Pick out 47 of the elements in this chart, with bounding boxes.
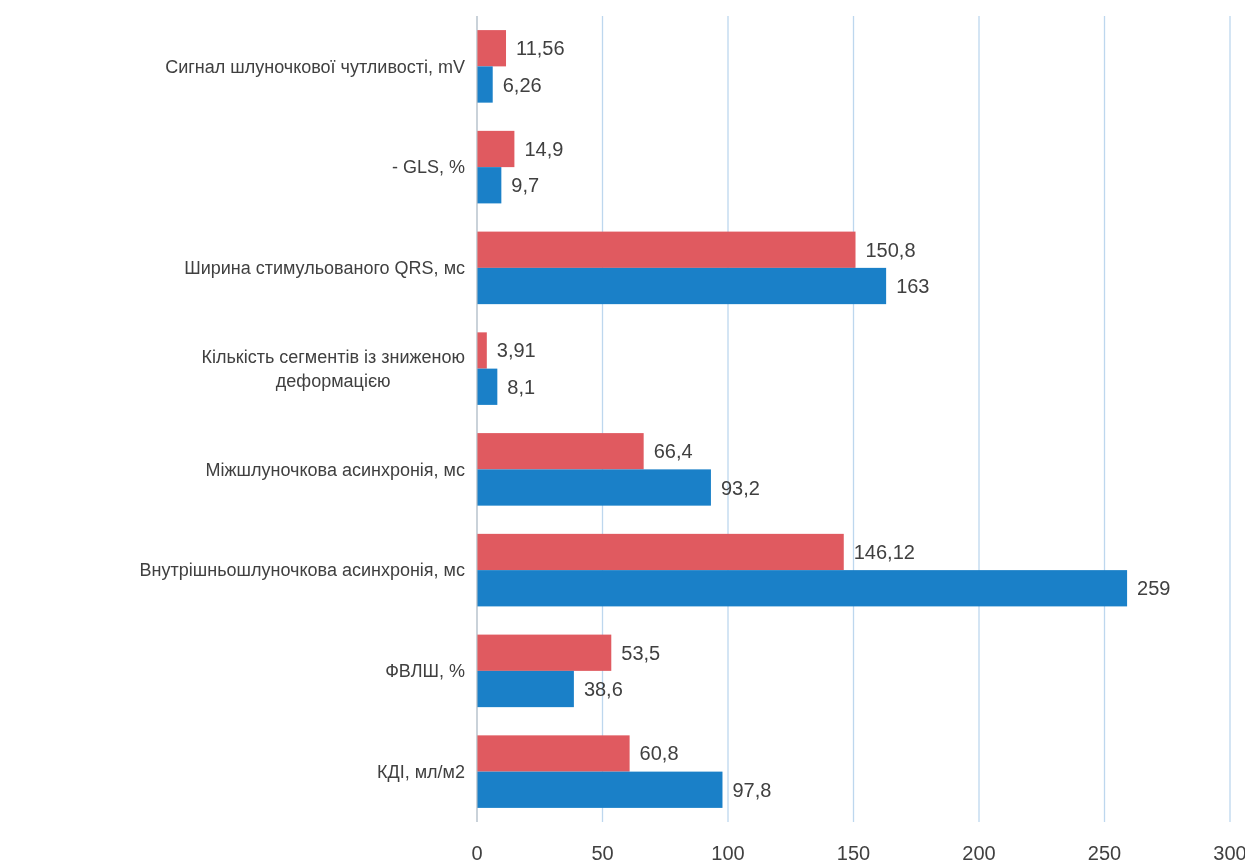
bar <box>477 66 493 103</box>
x-tick-label: 50 <box>591 842 614 864</box>
x-tick-label: 100 <box>711 842 745 864</box>
data-label: 150,8 <box>865 238 916 261</box>
y-tick-label: ФВЛШ, % <box>385 661 465 682</box>
y-tick-label: Сигнал шлуночкової чутливості, mV <box>165 56 465 77</box>
y-tick-label: Кількість сегментів із зниженою деформацією <box>201 347 465 391</box>
data-label: 93,2 <box>720 476 760 499</box>
bar <box>477 771 723 808</box>
y-tick-label: Ширина стимульованого QRS, мс <box>184 258 465 279</box>
data-label: 66,4 <box>653 440 693 463</box>
bar <box>477 368 498 405</box>
data-label: 9,7 <box>511 174 540 197</box>
bar <box>477 735 630 772</box>
bar <box>477 433 644 470</box>
data-label: 14,9 <box>524 137 564 160</box>
data-label: 259 <box>1137 577 1171 600</box>
x-tick-label: 250 <box>1087 842 1122 864</box>
bar <box>477 231 856 268</box>
bar <box>477 267 887 305</box>
data-label: 60,8 <box>639 742 679 765</box>
x-tick-label: 300 <box>1213 842 1245 864</box>
y-tick-label: КДІ, мл/м2 <box>377 761 465 782</box>
bar <box>477 332 487 369</box>
bar <box>477 533 844 571</box>
bar <box>477 634 612 671</box>
data-label: 8,1 <box>507 375 536 398</box>
x-tick-label: 150 <box>836 842 871 864</box>
y-tick-label: Міжшлуночкова асинхронія, мс <box>205 459 465 480</box>
y-tick-label: - GLS, % <box>391 157 465 178</box>
data-label: 11,56 <box>516 37 565 60</box>
bar <box>477 30 507 67</box>
data-label: 38,6 <box>583 678 623 701</box>
data-label: 97,8 <box>732 778 772 801</box>
x-tick-label: 200 <box>962 842 996 864</box>
bar <box>477 130 515 168</box>
bar <box>477 167 502 204</box>
data-label: 163 <box>896 275 930 298</box>
x-tick-label: 0 <box>471 842 483 864</box>
y-tick-label: Внутрішньошлуночкова асинхронія, мс <box>139 560 465 581</box>
bar <box>477 469 711 506</box>
bar <box>477 570 1128 607</box>
data-label: 6,26 <box>502 73 542 96</box>
data-label: 53,5 <box>621 641 661 664</box>
bar <box>477 670 574 708</box>
data-label: 146,12 <box>853 540 915 563</box>
data-label: 3,91 <box>496 339 536 362</box>
